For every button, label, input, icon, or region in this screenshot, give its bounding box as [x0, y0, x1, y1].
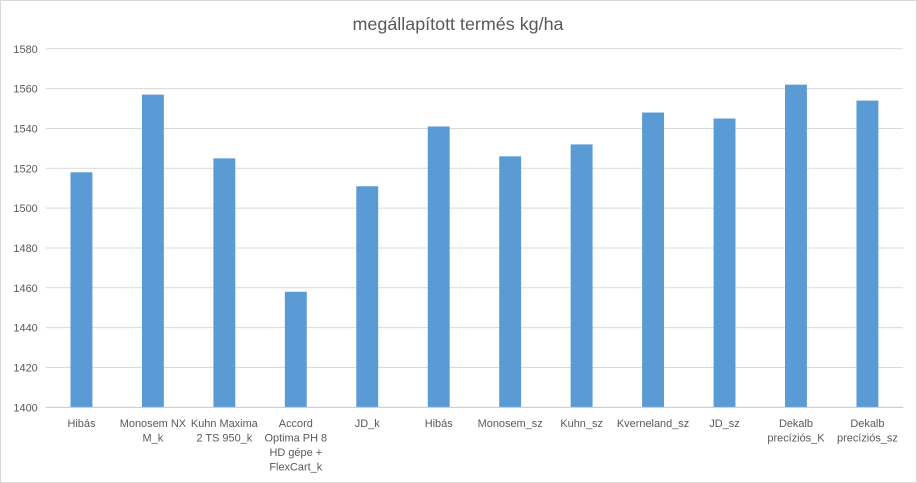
x-category-label: Monosem NX M_k [120, 418, 187, 444]
y-tick-label: 1520 [13, 163, 37, 175]
x-category-label: Kverneland_sz [617, 418, 689, 430]
x-category-label: Dekalb precíziós_K [767, 418, 825, 444]
y-tick-label: 1460 [13, 283, 37, 295]
x-category-label: JD_sz [709, 418, 739, 430]
y-tick-label: 1420 [13, 362, 37, 374]
bar [785, 84, 807, 408]
y-tick-label: 1400 [13, 402, 37, 414]
bar [856, 100, 879, 408]
y-axis-ticks: 1400 1420 1440 1460 1480 1500 1520 1540 1560 1580 [13, 44, 37, 415]
bars [70, 84, 879, 408]
x-category-label: JD_k [355, 418, 380, 430]
x-category-label: Kuhn Maxima 2 TS 950_k [191, 418, 259, 444]
bar [570, 144, 593, 408]
x-category-label: Monosem_sz [478, 418, 543, 430]
bar [284, 291, 307, 408]
x-category-label: Hibás [67, 418, 95, 430]
y-tick-label: 1480 [13, 243, 37, 255]
chart-title: megállapított termés kg/ha [352, 14, 563, 34]
y-tick-label: 1540 [13, 123, 37, 135]
x-category-label: Accord Optima PH 8 HD gépe + FlexCart_k [264, 418, 327, 473]
bar [499, 156, 522, 408]
bar [713, 118, 736, 408]
x-category-label: Kuhn_sz [560, 418, 603, 430]
x-category-label: Hibás [425, 418, 453, 430]
y-tick-label: 1500 [13, 203, 37, 215]
x-category-label: Dekalb precíziós_sz [837, 418, 898, 444]
y-tick-label: 1560 [13, 84, 37, 96]
bar [356, 186, 379, 408]
gridlines [45, 48, 904, 368]
bar [70, 172, 93, 408]
bar [427, 126, 450, 408]
bar [213, 158, 236, 408]
bar [141, 94, 164, 408]
bar [642, 112, 665, 408]
y-tick-label: 1440 [13, 323, 37, 335]
y-tick-label: 1580 [13, 44, 37, 56]
